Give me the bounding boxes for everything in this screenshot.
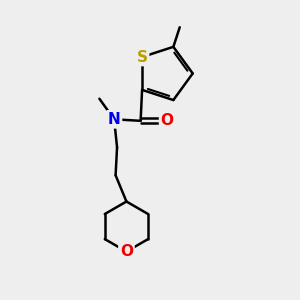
Text: O: O [160,113,174,128]
Text: N: N [108,112,121,127]
Text: S: S [136,50,148,64]
Text: O: O [120,244,133,259]
